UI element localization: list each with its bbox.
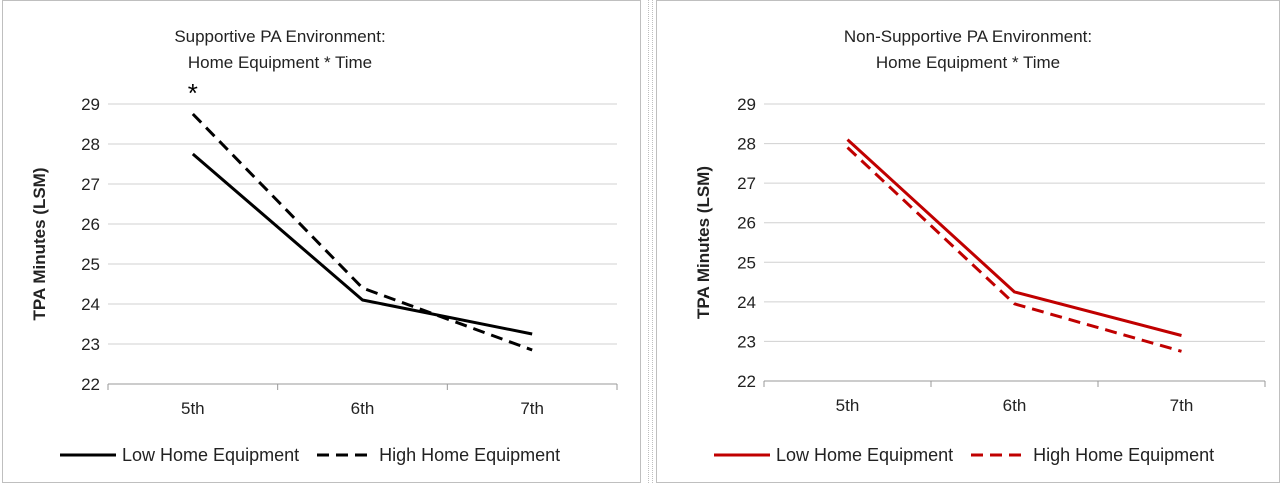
legend-label-low: Low Home Equipment: [776, 444, 954, 465]
legend-swatch-solid: [714, 453, 770, 457]
y-tick-label: 25: [737, 253, 756, 272]
y-tick-label: 23: [81, 335, 100, 354]
series-line-low-home-equipment: [846, 138, 1182, 337]
legend-item-high: High Home Equipment: [971, 445, 1214, 466]
x-tick-label: 7th: [1170, 396, 1194, 415]
y-tick-label: 24: [737, 293, 756, 312]
y-tick-label: 28: [81, 135, 100, 154]
series-line-high-home-equipment: [846, 146, 1182, 353]
y-tick-label: 22: [81, 375, 100, 394]
chart-subtitle: Home Equipment * Time: [187, 53, 373, 72]
chart-title: Supportive PA Environment: Home Equipmen…: [130, 24, 430, 76]
y-tick-label: 28: [737, 135, 756, 154]
legend-item-high: High Home Equipment: [317, 445, 560, 466]
legend-label-low: Low Home Equipment: [122, 444, 300, 465]
y-axis-label: TPA Minutes (LSM): [30, 168, 49, 321]
series-line-high-home-equipment: [191, 112, 533, 352]
legend: Low Home Equipment High Home Equipment: [60, 441, 578, 469]
y-tick-label: 27: [737, 174, 756, 193]
panel-divider: [652, 0, 653, 483]
legend-swatch-dashed: [971, 453, 1028, 457]
legend-item-low: Low Home Equipment: [60, 445, 299, 466]
chart-panel-non-supportive: [656, 0, 1280, 483]
y-axis-label: TPA Minutes (LSM): [694, 166, 713, 319]
x-tick-label: 6th: [1003, 396, 1027, 415]
legend: Low Home Equipment High Home Equipment: [714, 441, 1232, 469]
chart-title: Non-Supportive PA Environment: Home Equi…: [818, 24, 1118, 76]
panel-divider: [648, 0, 649, 483]
line-chart-supportive: 22 23 24 25 26 27 28 29 5th 6th 7th TPA Minutes (LS…: [30, 78, 618, 418]
y-tick-label: 26: [737, 214, 756, 233]
legend-swatch-solid: [60, 453, 116, 457]
legend-label-high: High Home Equipment: [1033, 444, 1215, 465]
significance-asterisk: *: [188, 78, 198, 108]
series-line-low-home-equipment: [191, 152, 533, 336]
y-tick-label: 26: [81, 215, 100, 234]
chart-panel-supportive: [2, 0, 641, 483]
legend-swatch-dashed: [317, 453, 374, 457]
y-tick-label: 27: [81, 175, 100, 194]
x-tick-label: 7th: [520, 399, 544, 418]
y-tick-label: 24: [81, 295, 100, 314]
chart-title-line1: Non-Supportive PA Environment:: [843, 27, 1093, 46]
y-tick-label: 29: [737, 95, 756, 114]
y-tick-label: 22: [737, 372, 756, 391]
legend-item-low: Low Home Equipment: [714, 445, 953, 466]
y-tick-label: 25: [81, 255, 100, 274]
chart-subtitle: Home Equipment * Time: [875, 53, 1061, 72]
y-tick-label: 29: [81, 95, 100, 114]
chart-title-line1: Supportive PA Environment:: [174, 27, 386, 46]
legend-label-high: High Home Equipment: [379, 444, 561, 465]
y-tick-label: 23: [737, 332, 756, 351]
x-tick-label: 6th: [351, 399, 375, 418]
x-tick-label: 5th: [181, 399, 205, 418]
x-tick-label: 5th: [836, 396, 860, 415]
